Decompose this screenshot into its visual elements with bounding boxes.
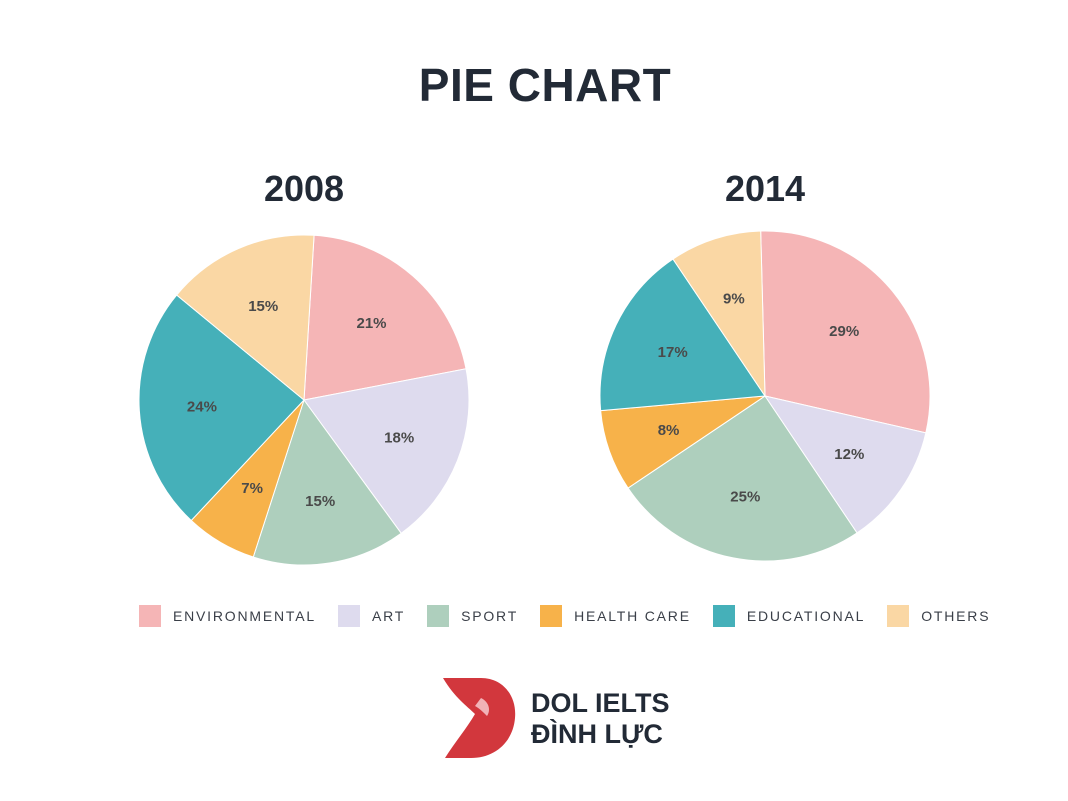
- legend-label-others: OTHERS: [921, 608, 991, 624]
- chart-title-2014: 2014: [724, 168, 806, 209]
- main-title: PIE CHART: [418, 59, 672, 111]
- logo-mark-icon: [443, 678, 516, 758]
- legend-item-environmental: ENVIRONMENTAL: [139, 605, 316, 627]
- legend-label-sport: SPORT: [461, 608, 519, 624]
- pie-slice-2008-others: [175, 234, 315, 402]
- legend-item-health-care: HEALTH CARE: [540, 605, 691, 627]
- pie-slice-2008-sport: [252, 398, 402, 566]
- slice-label-2014-health-care: 8%: [658, 422, 680, 439]
- legend-label-environmental: ENVIRONMENTAL: [173, 608, 316, 624]
- pie-slice-2014-sport: [627, 395, 858, 562]
- slice-label-2014-art: 12%: [834, 446, 864, 463]
- pie-slice-2014-environmental: [760, 230, 931, 434]
- slice-label-2008-educational: 24%: [187, 399, 217, 416]
- slice-label-2008-environmental: 21%: [357, 315, 387, 332]
- slice-label-2008-art: 18%: [384, 429, 414, 446]
- legend-swatch-educational: [712, 605, 735, 627]
- slice-label-2014-sport: 25%: [730, 488, 760, 505]
- slice-label-2014-environmental: 29%: [829, 323, 859, 340]
- legend-swatch-environmental: [139, 605, 161, 627]
- pie-chart-2014: 29% 12% 25% 8% 17% 9%: [599, 230, 931, 562]
- slice-label-2008-health-care: 7%: [241, 480, 263, 497]
- legend-item-sport: SPORT: [427, 605, 518, 627]
- pie-slice-2014-others: [672, 230, 766, 398]
- legend-swatch-others: [887, 605, 910, 627]
- legend-label-educational: EDUCATIONAL: [746, 608, 866, 624]
- legend-swatch-art: [337, 605, 360, 627]
- legend-swatch-sport: [427, 605, 450, 627]
- logo-line-2: ĐÌNH LỰC: [531, 719, 663, 749]
- slice-label-2008-others: 15%: [248, 298, 278, 315]
- logo-mark-highlight: [475, 698, 489, 716]
- pie-chart-2008: 21% 18% 15% 7% 24% 15%: [138, 234, 470, 566]
- chart-title-2008: 2008: [263, 168, 345, 209]
- logo-text: DOL IELTS ĐÌNH LỰC: [531, 688, 670, 750]
- legend-item-art: ART: [337, 605, 406, 627]
- slice-label-2014-educational: 17%: [658, 344, 688, 361]
- legend-label-health-care: HEALTH CARE: [574, 608, 691, 624]
- pie-slice-2014-educational: [599, 258, 766, 412]
- pie-slice-2014-art: [763, 395, 927, 534]
- legend-item-others: OTHERS: [887, 605, 990, 627]
- legend-item-educational: EDUCATIONAL: [712, 605, 866, 627]
- logo: DOL IELTS ĐÌNH LỰC: [441, 676, 681, 760]
- pie-slice-2008-environmental: [303, 234, 467, 401]
- pie-slice-2008-educational: [138, 294, 305, 522]
- logo-mark-shape: [443, 678, 516, 758]
- legend: ENVIRONMENTAL ART SPORT HEALTH CARE EDUC…: [139, 604, 1012, 628]
- slice-label-2008-sport: 15%: [305, 493, 335, 510]
- logo-line-1: DOL IELTS: [531, 688, 670, 718]
- slice-label-2014-others: 9%: [723, 291, 745, 308]
- legend-swatch-health-care: [540, 605, 563, 627]
- legend-label-art: ART: [371, 608, 406, 624]
- pie-slice-2008-art: [303, 368, 470, 535]
